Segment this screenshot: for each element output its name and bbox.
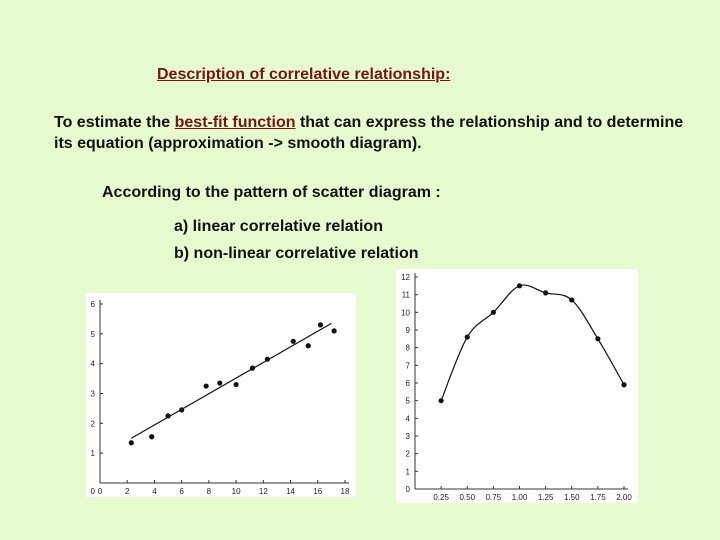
- data-point: [317, 322, 324, 328]
- intro-paragraph: To estimate the best-fit function that c…: [54, 112, 694, 154]
- data-point: [128, 440, 134, 446]
- data-point: [165, 413, 171, 419]
- data-point: [516, 283, 523, 289]
- data-point: [149, 434, 155, 440]
- best-fit-function-term: best-fit function: [174, 114, 296, 131]
- data-point: [438, 398, 444, 404]
- slide-title: Description of correlative relationship:: [157, 66, 451, 83]
- x-tick-label: 10: [232, 487, 241, 496]
- y-tick-label: 4: [91, 360, 96, 369]
- fit-curve: [440, 284, 625, 401]
- fit-line: [131, 322, 332, 439]
- pattern-label: According to the pattern of scatter diag…: [102, 184, 441, 201]
- x-tick-label: 12: [259, 487, 268, 496]
- data-point: [543, 290, 549, 296]
- x-tick-label: 14: [286, 487, 295, 496]
- y-tick-label: 6: [406, 379, 411, 388]
- data-point: [621, 382, 627, 388]
- x-tick-label: 1.50: [564, 493, 580, 502]
- y-tick-label: 3: [406, 432, 411, 441]
- data-point: [217, 380, 223, 386]
- y-tick-label: 7: [406, 361, 411, 370]
- y-tick-label: 5: [406, 397, 411, 406]
- item-nonlinear: b) non-linear correlative relation: [174, 245, 419, 262]
- intro-text-end: that can express the relationship and to…: [54, 114, 684, 152]
- x-tick-label: 0.75: [486, 493, 502, 502]
- y-tick-label: 6: [91, 300, 96, 309]
- data-point: [569, 297, 575, 303]
- data-point: [331, 328, 337, 334]
- data-point: [305, 343, 311, 349]
- x-tick-label: 2: [125, 487, 130, 496]
- x-tick-label: 1.00: [512, 493, 528, 502]
- y-tick-label: 1: [406, 467, 411, 476]
- data-point: [233, 381, 239, 388]
- y-tick-label: 3: [91, 390, 96, 399]
- x-tick-label: 18: [341, 487, 350, 496]
- y-tick-label: 2: [91, 419, 96, 428]
- data-point: [490, 309, 496, 315]
- nonlinear-scatter-svg: 0.25 0.50 0.75 1.00 1.25 1.50 1.75 2.0001234567…: [401, 273, 632, 502]
- x-tick-label: 8: [207, 487, 212, 496]
- x-tick-label: 6: [179, 487, 184, 496]
- data-point: [290, 338, 296, 344]
- data-point: [249, 365, 256, 371]
- x-tick-label: 16: [313, 487, 322, 496]
- x-tick-label: 4: [152, 487, 157, 496]
- linear-scatter-plot: 0 2 4 6 8 10 12 14 16 18 1 2 3 4 5 6 0: [86, 293, 356, 497]
- y-tick-label: 10: [401, 308, 410, 317]
- y-tick-label: 9: [406, 326, 411, 335]
- nonlinear-scatter-plot: 0.25 0.50 0.75 1.00 1.25 1.50 1.75 2.00 0 1 2 3 4 5 6 7…: [396, 269, 638, 503]
- y-tick-label: 0: [406, 485, 411, 494]
- data-point: [203, 383, 209, 389]
- item-linear: a) linear correlative relation: [174, 218, 383, 235]
- y-tick-label: 4: [406, 414, 411, 423]
- y-tick-label: 11: [402, 291, 411, 300]
- x-tick-label: 1.25: [538, 493, 554, 502]
- x-tick-label: 1.75: [590, 493, 606, 502]
- y-tick-label: 2: [406, 450, 411, 459]
- y-tick-label: 1: [91, 449, 96, 458]
- origin-label: 0: [91, 487, 96, 496]
- x-tick-label: 2.00: [616, 493, 632, 502]
- data-point: [264, 356, 271, 362]
- data-point: [595, 336, 601, 342]
- x-tick-label: 0.25: [433, 493, 449, 502]
- y-tick-label: 12: [401, 273, 410, 282]
- intro-text-start: To estimate the: [54, 114, 175, 131]
- y-tick-label: 5: [91, 330, 96, 339]
- y-tick-label: 8: [406, 344, 411, 353]
- data-point: [179, 407, 185, 413]
- x-tick-label: 0.50: [459, 493, 475, 502]
- x-tick-label: 0: [98, 487, 103, 496]
- data-point: [464, 334, 470, 340]
